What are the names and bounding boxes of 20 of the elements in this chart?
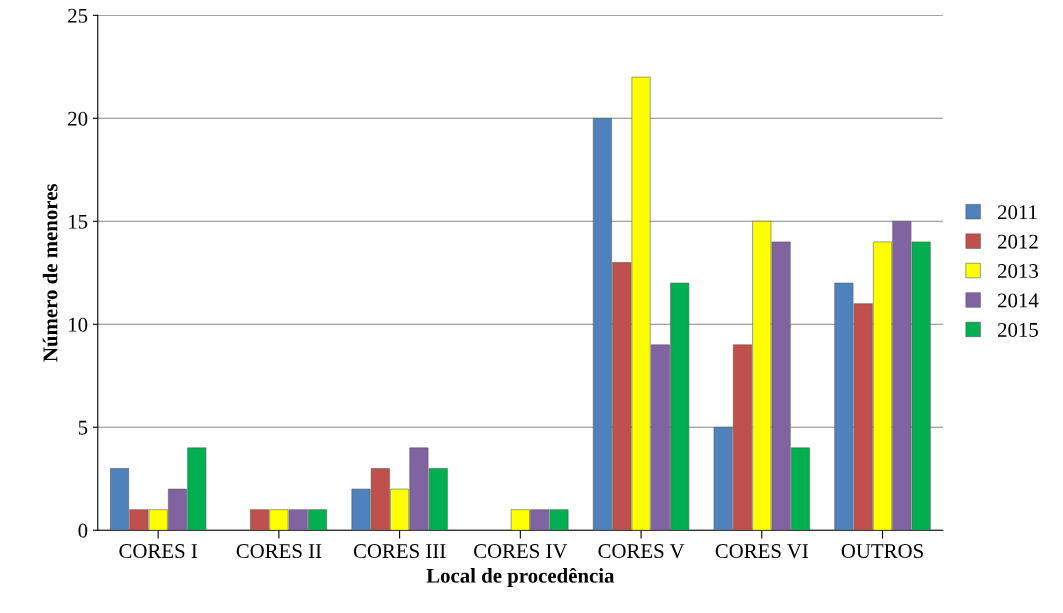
- x-axis-title: Local de procedência: [426, 567, 615, 588]
- legend-label: 2015: [998, 322, 1038, 337]
- y-tick-label: 0: [78, 523, 88, 538]
- legend-label: 2014: [998, 293, 1039, 308]
- x-tick-label: CORES IV: [474, 544, 568, 559]
- legend-label: 2011: [998, 205, 1037, 220]
- x-tick-label: CORES I: [119, 544, 198, 559]
- y-tick-label: 15: [69, 214, 88, 229]
- x-tick-label: CORES VI: [715, 544, 809, 559]
- y-tick-label: 10: [69, 317, 88, 332]
- x-tick-label: OUTROS: [841, 544, 923, 559]
- x-tick-label: CORES II: [236, 544, 322, 559]
- legend-label: 2013: [998, 264, 1038, 279]
- x-tick-label: CORES V: [598, 544, 685, 559]
- x-tick-label: CORES III: [353, 544, 446, 559]
- y-axis-title: Número de menores: [42, 183, 58, 362]
- y-tick-label: 20: [68, 111, 88, 126]
- legend-label: 2012: [998, 234, 1038, 249]
- y-tick-label: 25: [68, 8, 88, 23]
- y-tick-label: 5: [78, 420, 88, 435]
